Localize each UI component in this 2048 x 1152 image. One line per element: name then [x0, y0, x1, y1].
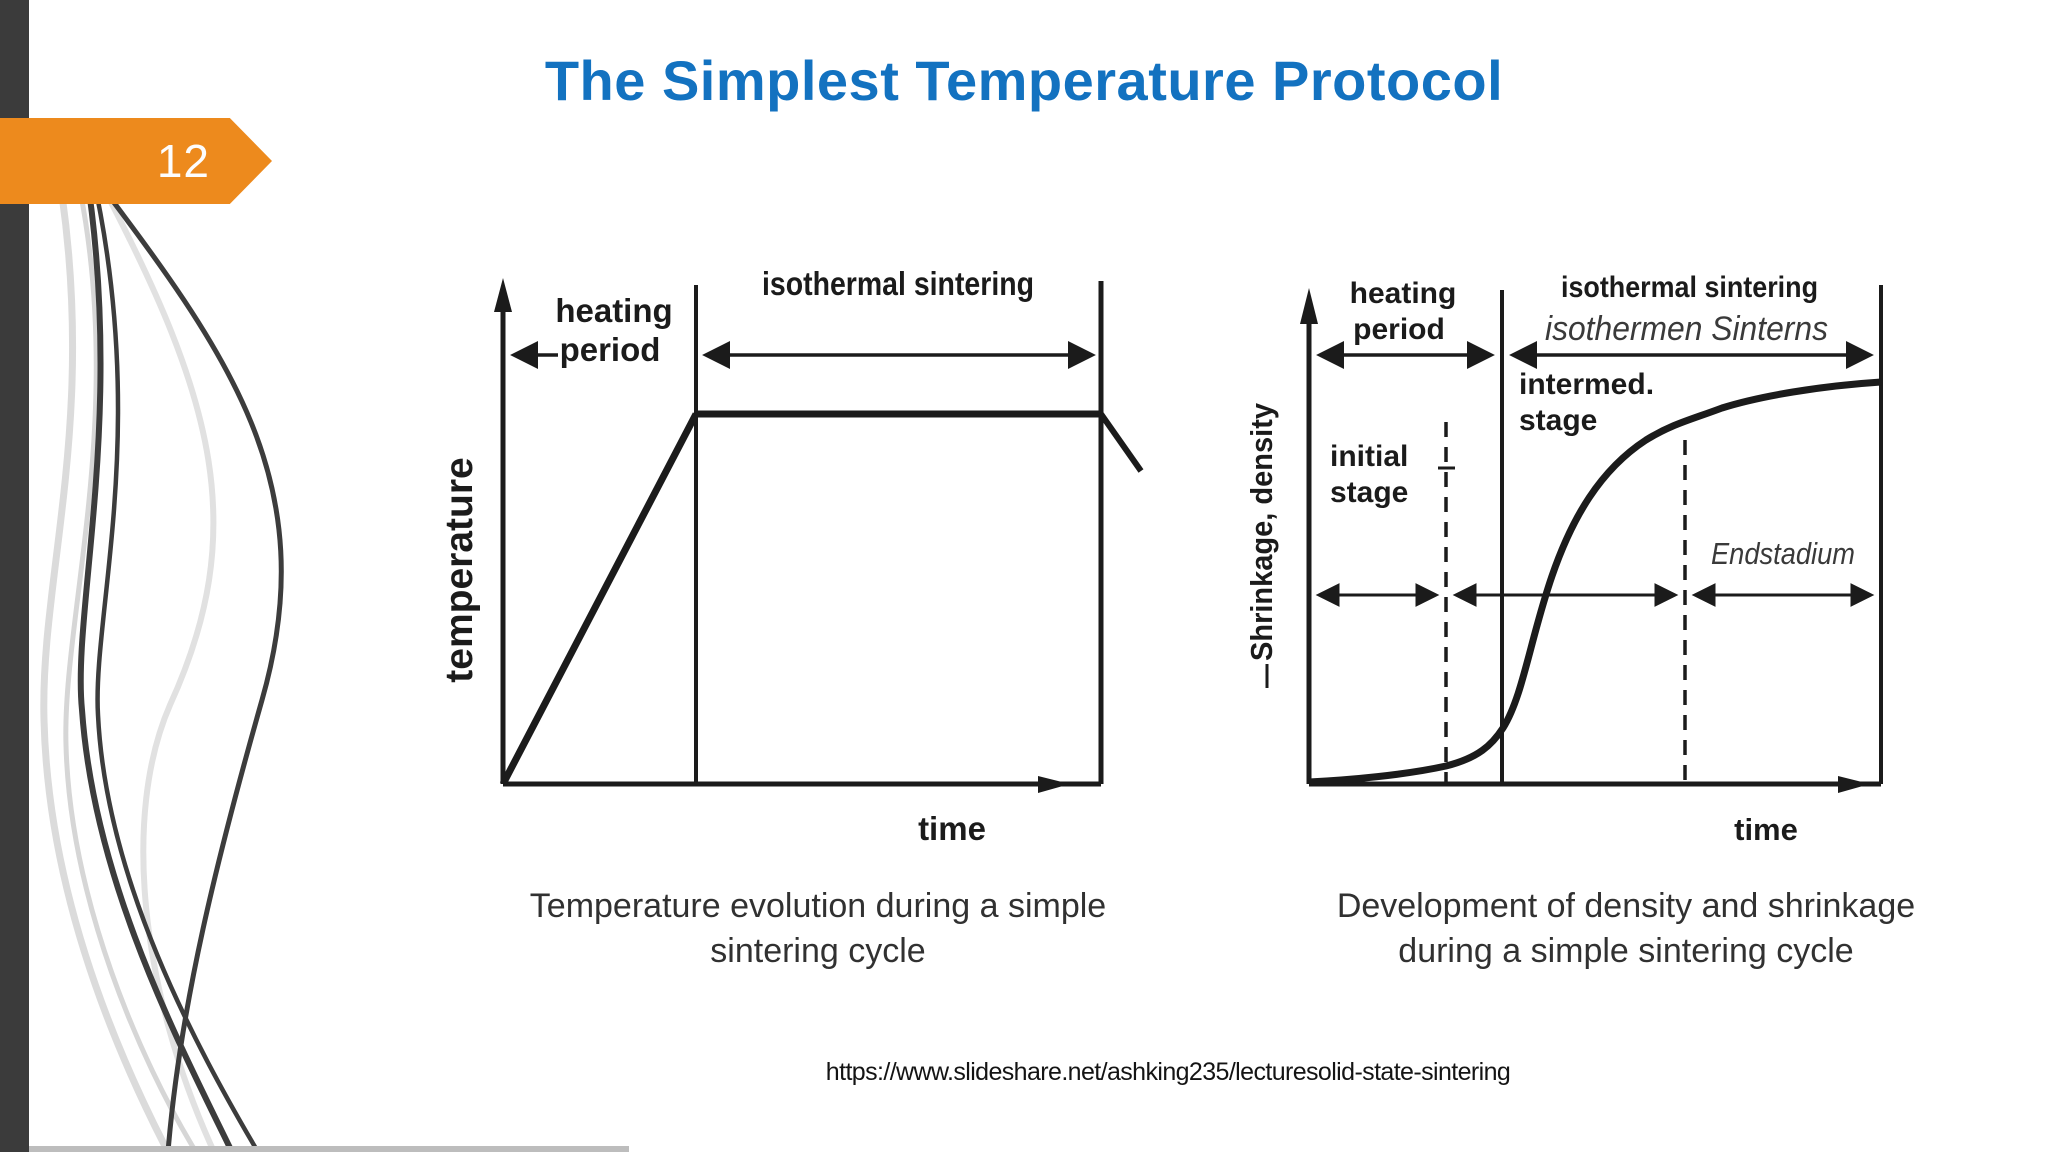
- left-y-axis-label: temperature: [438, 457, 481, 682]
- right-figure-caption: Development of density and shrinkage dur…: [1216, 884, 2036, 974]
- page-number-badge: 12: [0, 118, 272, 204]
- right-x-axis-label: time: [1734, 812, 1798, 847]
- source-url-text: https://www.slideshare.net/ashking235/le…: [825, 1058, 1511, 1086]
- right-y-axis-arrowhead-icon: [1300, 288, 1318, 324]
- left-figure-caption-line1: Temperature evolution during a simple: [529, 887, 1107, 925]
- shrinkage-density-curve: [1308, 378, 1882, 786]
- right-y-axis-label: Shrinkage, density: [1244, 402, 1279, 661]
- left-y-axis-arrowhead-icon: [494, 278, 512, 312]
- left-x-axis-arrowhead-icon: [1038, 776, 1070, 793]
- right-figure-shrinkage-diagram: heating period isothermal sintering isot…: [1244, 271, 1883, 847]
- decorative-swoosh-curves: [29, 165, 629, 1152]
- initial-stage-label-line1: initial: [1330, 440, 1408, 473]
- page-number: 12: [156, 135, 210, 187]
- right-heating-label-line2: period: [1353, 313, 1445, 346]
- end-stage-label: Endstadium: [1711, 536, 1855, 571]
- heating-ramp-line: [499, 412, 700, 786]
- cooling-tail-line: [1098, 412, 1144, 473]
- left-x-axis-label: time: [918, 810, 986, 847]
- right-heating-label-line1: heating: [1350, 277, 1457, 310]
- bottom-edge-strip: [29, 1146, 629, 1152]
- initial-stage-label-line2: stage: [1330, 476, 1408, 509]
- right-figure-caption-line2: during a simple sintering cycle: [1398, 932, 1854, 970]
- left-heating-label-line2: period: [560, 331, 661, 368]
- page-title: The Simplest Temperature Protocol: [544, 49, 1504, 112]
- intermed-stage-label-line2: stage: [1519, 404, 1597, 437]
- intermed-stage-label-line1: intermed.: [1519, 368, 1654, 401]
- left-figure-caption-line2: sintering cycle: [710, 932, 926, 970]
- left-figure-temperature-diagram: heating period isothermal sintering temp…: [438, 265, 1144, 847]
- right-figure-caption-line1: Development of density and shrinkage: [1336, 887, 1916, 925]
- right-isothermal-german-label: isothermen Sinterns: [1545, 310, 1828, 348]
- left-isothermal-label: isothermal sintering: [762, 265, 1034, 302]
- left-figure-caption: Temperature evolution during a simple si…: [408, 884, 1228, 974]
- left-heating-label-line1: heating: [555, 292, 672, 329]
- right-isothermal-label: isothermal sintering: [1561, 271, 1818, 304]
- right-x-axis-arrowhead-icon: [1838, 776, 1870, 793]
